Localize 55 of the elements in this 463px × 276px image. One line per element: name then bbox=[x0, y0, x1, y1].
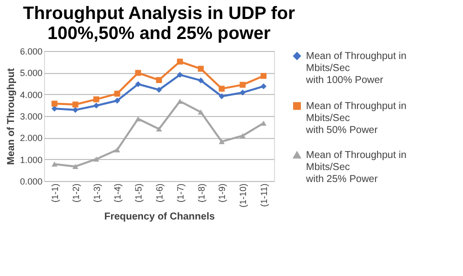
point bbox=[51, 100, 58, 107]
y-tick-label: 3.000 bbox=[20, 112, 42, 122]
point bbox=[176, 58, 183, 65]
legend-label: Mean of Throughput in Mbits/Sec with 100% Power bbox=[305, 51, 406, 86]
point bbox=[240, 82, 246, 88]
point bbox=[114, 147, 120, 152]
point bbox=[198, 66, 204, 72]
point bbox=[93, 96, 100, 102]
x-tick-label: (1-1) bbox=[50, 184, 60, 203]
x-tick-label: (1-11) bbox=[259, 184, 270, 207]
point bbox=[72, 164, 78, 170]
point bbox=[93, 156, 100, 162]
point bbox=[72, 102, 78, 108]
legend-label: Mean of Throughput in Mbits/Sec with 50% Power bbox=[305, 101, 406, 136]
point bbox=[51, 162, 58, 167]
y-axis-title: Mean of Throughput bbox=[6, 68, 17, 165]
point bbox=[156, 77, 162, 83]
x-tick-label: (1-4) bbox=[112, 184, 123, 203]
point bbox=[114, 90, 120, 97]
point bbox=[198, 78, 204, 84]
point bbox=[156, 86, 162, 93]
point bbox=[114, 98, 120, 104]
y-tick-label: 0.000 bbox=[20, 176, 42, 186]
point bbox=[135, 81, 142, 88]
x-tick-label: (1-9) bbox=[217, 184, 228, 203]
point bbox=[176, 72, 183, 78]
legend-label: Mean of Throughput in Mbits/Sec with 25% Power bbox=[305, 150, 406, 185]
point bbox=[135, 116, 142, 122]
point bbox=[93, 102, 100, 109]
x-tick-label: (1-10) bbox=[238, 184, 248, 208]
point bbox=[218, 86, 225, 92]
y-tick-label: 4.000 bbox=[20, 90, 42, 100]
point bbox=[198, 110, 204, 115]
point bbox=[218, 93, 225, 100]
point bbox=[260, 120, 267, 126]
x-tick-label: (1-2) bbox=[70, 184, 81, 203]
y-tick-label: 1.000 bbox=[20, 154, 42, 165]
x-tick-label: (1-6) bbox=[154, 184, 164, 203]
x-axis-title: Frequency of Channels bbox=[104, 212, 216, 223]
point bbox=[240, 90, 246, 96]
x-tick-label: (1-8) bbox=[196, 184, 206, 203]
y-tick-label: 6.000 bbox=[20, 46, 42, 56]
x-tick-label: (1-5) bbox=[134, 184, 144, 203]
y-tick-label: 2.000 bbox=[20, 133, 42, 144]
point bbox=[260, 72, 267, 79]
point bbox=[260, 83, 267, 90]
x-tick-label: (1-7) bbox=[175, 184, 186, 203]
point bbox=[240, 133, 246, 138]
point bbox=[156, 126, 162, 132]
x-tick-label: (1-3) bbox=[92, 184, 102, 203]
y-tick-label: 5.000 bbox=[20, 68, 42, 78]
point bbox=[218, 139, 225, 144]
point bbox=[176, 98, 183, 104]
point bbox=[135, 70, 142, 76]
chart-title: Throughput Analysis in UDP for 100%,50% and 25% power bbox=[22, 3, 296, 43]
